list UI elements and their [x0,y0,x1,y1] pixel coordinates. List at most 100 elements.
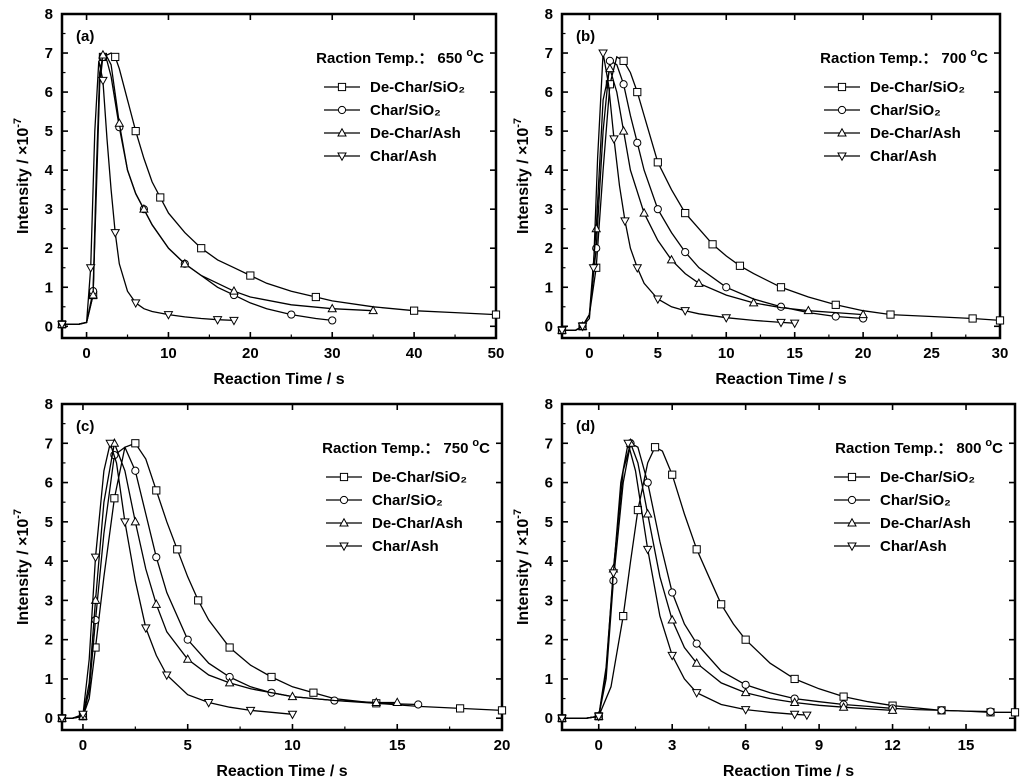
data-point [593,712,604,722]
series-line [562,55,1001,331]
legend-label: De-Char/SiO₂ [880,469,975,486]
data-point [88,289,98,299]
data-point [680,307,691,316]
y-tick-label: 6 [45,84,53,101]
data-point [748,297,759,307]
legend-entry: Char/Ash [324,148,437,165]
data-point [140,624,151,634]
chart-panel-c: 0 5 10 15 20 0 1 2 3 4 5 6 7 8 Reaction Time / s Intens… [12,396,510,780]
legend-marker [339,542,349,552]
data-point [642,508,653,518]
y-axis-title-text: Intensity / ×10 [15,128,32,234]
data-point [224,677,235,687]
data-point [287,710,298,720]
y-tick-label: 8 [545,6,553,23]
degree-mark: o [970,47,977,59]
series-triangle-down [57,60,239,330]
data-point [131,466,140,475]
legend-entry: Char/SiO₂ [834,492,951,509]
legend-entry: De-Char/SiO₂ [824,79,965,96]
data-point [197,244,206,253]
data-point [605,63,615,73]
data-point [497,706,507,715]
series-line [562,52,795,331]
y-tick-label: 1 [545,671,553,688]
degree-mark: o [466,47,473,59]
data-point [179,258,190,268]
y-axis-title: Intensity / ×10-7 [12,118,32,234]
data-point [414,700,423,709]
data-point [57,714,67,724]
data-point [986,707,995,716]
x-tick-label: 20 [494,737,511,754]
data-point [131,439,140,448]
legend-entry: Char/Ash [834,538,947,555]
legend-marker [847,495,857,505]
data-point [246,271,255,280]
legend-marker [337,82,347,92]
x-axis-title: Reaction Time / s [723,763,854,780]
data-point [653,205,662,214]
data-point [741,635,750,644]
x-tick-label: 12 [884,737,901,754]
data-point [937,706,946,715]
series-circle [557,56,868,335]
y-tick-label: 2 [45,632,53,649]
series-triangle-up [557,438,898,722]
degree-mark: o [985,437,992,449]
data-point [98,49,108,59]
data-point [183,635,192,644]
x-axis-title: Reaction Time / s [715,371,846,388]
data-point [130,299,141,309]
data-point [668,470,677,479]
data-point [392,697,403,707]
data-point [643,478,652,487]
data-point [650,443,660,452]
data-point [619,80,628,89]
data-point [618,125,629,135]
legend-label: Char/Ash [372,538,439,555]
data-point [1010,708,1020,717]
x-tick-label: 10 [718,345,735,362]
legend-entry: Char/Ash [326,538,439,555]
data-point [368,305,379,315]
chart-panel-b: 0 5 10 15 20 25 30 0 1 2 3 4 5 6 7 8 Reaction Time / s In… [512,6,1008,388]
legend-label: De-Char/SiO₂ [370,79,465,96]
plot-frame [60,402,504,732]
y-tick-label: 2 [545,632,553,649]
x-tick-label: 50 [488,345,505,362]
data-point [667,614,678,624]
data-point [173,545,182,554]
data-point [557,714,567,724]
data-point [776,318,786,328]
y-axis-title: Intensity / ×10-7 [512,118,532,234]
data-point [90,553,101,563]
series-line [62,440,293,719]
y-tick-label: 4 [545,162,554,179]
data-point [371,697,382,707]
legend-label: De-Char/SiO₂ [870,79,965,96]
data-point [653,158,662,167]
panel-label: (b) [576,28,595,45]
data-point [789,710,800,720]
y-axis-title-text: Intensity / ×10 [515,519,532,625]
series-triangle-up [57,438,403,722]
legend-label: Char/SiO₂ [372,492,443,509]
data-point [694,278,704,287]
data-point [163,311,174,320]
y-axis-exponent: -7 [512,118,524,128]
reaction-temp-value: 800 [956,440,981,457]
data-point [802,711,812,721]
legend-label: Char/Ash [370,148,437,165]
plot-frame [560,12,1002,340]
data-point [85,264,96,273]
data-point [668,588,677,597]
data-point [642,545,653,555]
data-point [740,687,751,697]
data-point [839,692,848,701]
legend-entry: De-Char/Ash [834,515,971,532]
y-tick-label: 0 [45,710,53,727]
panel-label: (c) [76,418,94,435]
data-point [105,439,116,449]
data-point [120,518,130,528]
